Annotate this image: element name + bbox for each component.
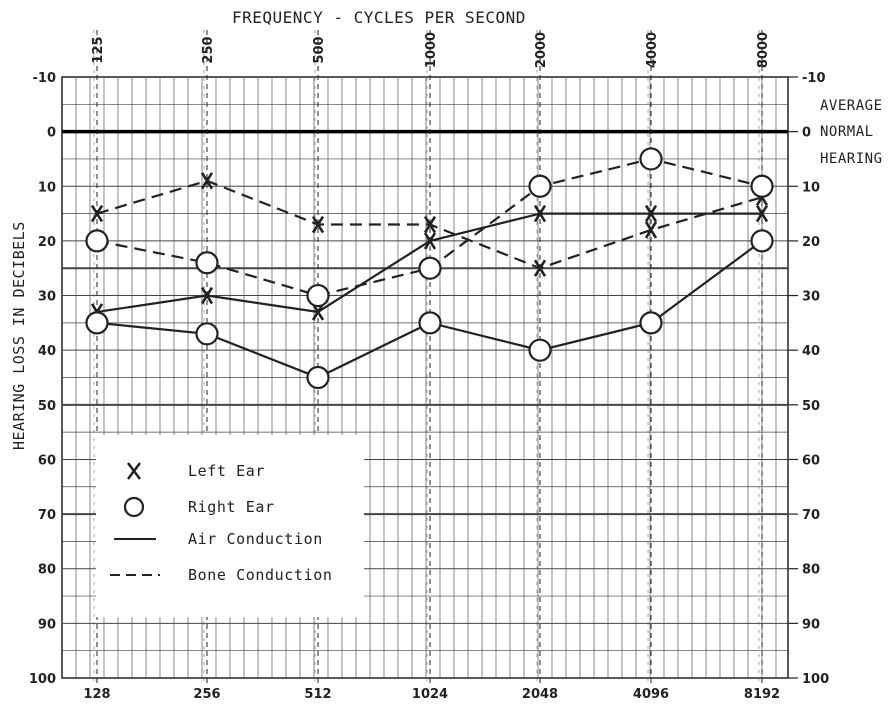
top-tick-label: 1000: [424, 32, 439, 68]
y-tick-label-left: 80: [38, 563, 56, 578]
bottom-tick-label: 4096: [633, 687, 669, 702]
y-tick-label-left: 50: [38, 399, 56, 414]
y-tick-label-right: 100: [802, 672, 829, 687]
data-point-right-ear-air-conduction: [639, 311, 663, 335]
data-point-left-ear-bone-conduction: [423, 215, 437, 234]
legend-label-air-conduction: Air Conduction: [188, 530, 323, 548]
y-tick-label-right: 70: [802, 508, 820, 523]
data-point-right-ear-air-conduction: [195, 322, 219, 346]
data-point-left-ear-bone-conduction: [90, 204, 104, 223]
data-point-right-ear-air-conduction: [306, 365, 330, 390]
data-point-left-ear-air-conduction: [423, 232, 437, 250]
legend-label-left-ear: Left Ear: [188, 462, 266, 480]
top-tick-label: 125: [91, 36, 106, 63]
y-tick-label-left: 90: [38, 617, 56, 632]
data-point-left-ear-bone-conduction: [533, 259, 547, 277]
bottom-tick-label: 256: [193, 687, 220, 702]
y-tick-label-left: 60: [38, 453, 56, 468]
y-tick-label-right: 90: [802, 617, 820, 632]
y-tick-label-left: 20: [38, 235, 56, 250]
data-point-left-ear-bone-conduction: [644, 221, 658, 239]
data-point-right-ear-bone-conduction: [750, 174, 774, 198]
y-tick-label-left: 100: [29, 672, 56, 687]
circle-marker-icon: [123, 496, 145, 518]
legend-label-bone-conduction: Bone Conduction: [188, 566, 333, 584]
dashed-line-icon: [110, 574, 160, 576]
legend: Left Ear Right Ear Air Conduction Bone C…: [96, 435, 364, 617]
bottom-tick-label: 512: [304, 687, 331, 702]
top-tick-label: 4000: [645, 32, 660, 68]
bottom-tick-label: 128: [83, 687, 110, 702]
data-point-right-ear-bone-conduction: [528, 174, 552, 198]
data-point-left-ear-bone-conduction: [311, 215, 325, 234]
top-tick-label: 2000: [534, 32, 549, 68]
data-point-right-ear-air-conduction: [528, 338, 552, 362]
legend-label-right-ear: Right Ear: [188, 498, 275, 516]
data-point-right-ear-air-conduction: [750, 229, 774, 253]
y-tick-label-right: 0: [802, 126, 811, 141]
y-tick-label-left: -10: [33, 71, 57, 86]
y-tick-label-left: 10: [38, 180, 56, 195]
data-point-right-ear-bone-conduction: [195, 251, 219, 275]
data-point-right-ear-air-conduction: [85, 311, 109, 335]
legend-item-bone-conduction: Bone Conduction: [96, 563, 364, 587]
reference-note-line-1: AVERAGE: [820, 98, 883, 114]
data-point-right-ear-bone-conduction: [639, 147, 663, 171]
bottom-tick-label: 1024: [412, 687, 448, 702]
legend-item-air-conduction: Air Conduction: [96, 527, 364, 551]
y-tick-label-right: 20: [802, 235, 820, 250]
bottom-tick-label: 8192: [744, 687, 780, 702]
data-point-left-ear-air-conduction: [533, 204, 547, 223]
y-tick-label-right: 10: [802, 180, 820, 195]
y-tick-label-right: -10: [802, 71, 826, 86]
reference-note-line-2: NORMAL: [820, 124, 874, 140]
x-marker-icon: [127, 462, 141, 480]
chart-title: FREQUENCY - CYCLES PER SECOND: [232, 8, 526, 27]
data-point-right-ear-air-conduction: [418, 311, 442, 335]
y-tick-label-left: 70: [38, 508, 56, 523]
y-tick-label-right: 40: [802, 344, 820, 359]
y-tick-label-left: 0: [47, 126, 56, 141]
data-point-left-ear-air-conduction: [644, 204, 658, 223]
top-tick-label: 250: [201, 36, 216, 63]
data-point-right-ear-bone-conduction: [306, 283, 330, 308]
reference-note-line-3: HEARING: [820, 151, 883, 167]
data-point-left-ear-air-conduction: [755, 204, 769, 223]
y-tick-label-right: 60: [802, 453, 820, 468]
bottom-tick-label: 2048: [522, 687, 558, 702]
top-tick-label: 500: [312, 36, 327, 63]
data-point-left-ear-bone-conduction: [200, 172, 214, 190]
y-tick-label-right: 50: [802, 399, 820, 414]
y-axis-label: HEARING LOSS IN DECIBELS: [10, 221, 28, 450]
y-tick-label-right: 80: [802, 563, 820, 578]
data-point-right-ear-bone-conduction: [418, 256, 442, 280]
y-tick-label-left: 40: [38, 344, 56, 359]
y-tick-label-left: 30: [38, 290, 56, 305]
top-tick-label: 8000: [756, 32, 771, 68]
y-tick-label-right: 30: [802, 290, 820, 305]
legend-item-right-ear: Right Ear: [96, 495, 364, 519]
data-point-right-ear-bone-conduction: [85, 229, 109, 253]
data-point-left-ear-air-conduction: [200, 286, 214, 305]
solid-line-icon: [114, 538, 156, 540]
legend-item-left-ear: Left Ear: [96, 459, 364, 483]
